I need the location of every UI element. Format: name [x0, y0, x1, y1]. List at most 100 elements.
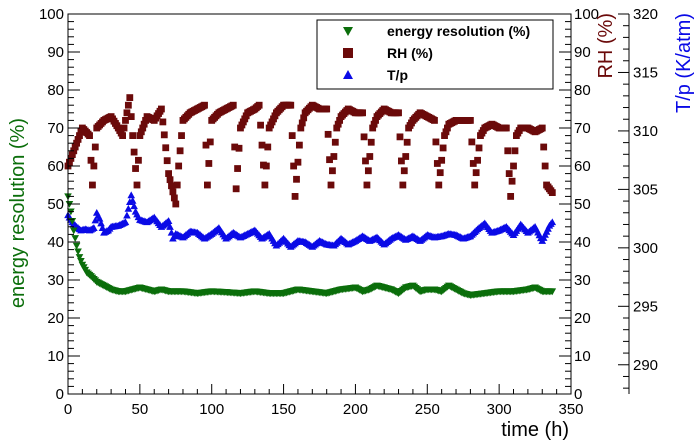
data-point	[291, 193, 299, 200]
data-point	[72, 242, 81, 250]
y-tp-tick-label: 320	[633, 6, 658, 23]
data-point-interp	[166, 223, 174, 230]
y-rh-tick-label: 80	[574, 82, 591, 99]
data-point-interp	[163, 157, 171, 165]
series-layer	[64, 94, 557, 299]
data-point-interp	[505, 170, 513, 177]
data-point-interp	[98, 224, 107, 232]
y-left-tick-label: 50	[47, 196, 64, 213]
data-point-interp	[120, 124, 128, 132]
data-point	[69, 227, 78, 235]
x-tick-label: 50	[132, 401, 149, 418]
series-t-p	[64, 191, 557, 250]
data-point-interp	[403, 138, 411, 146]
data-point	[75, 254, 84, 261]
data-point-interp	[84, 130, 92, 138]
data-point-interp	[257, 121, 264, 129]
data-point-interp	[91, 216, 100, 224]
data-point	[261, 181, 269, 189]
data-point-interp	[439, 144, 447, 152]
x-tick-label: 300	[487, 401, 512, 418]
data-point-interp	[472, 169, 480, 177]
data-point-interp	[432, 138, 440, 146]
data-point-interp	[293, 175, 300, 183]
data-point-interp	[173, 181, 181, 189]
legend-marker-tp	[343, 70, 353, 79]
data-point-interp	[372, 117, 379, 124]
y-tp-tick-label: 310	[633, 123, 658, 140]
data-point-interp	[162, 144, 170, 152]
y-tp-tick-label: 295	[633, 298, 658, 315]
y-rh-tick-label: 40	[574, 234, 591, 251]
data-point-interp	[429, 116, 437, 124]
x-axis-title: time (h)	[501, 419, 569, 441]
data-point-interp	[124, 101, 132, 109]
data-point-interp	[438, 156, 446, 164]
data-point	[204, 181, 211, 189]
data-point-interp	[360, 133, 368, 141]
data-point	[175, 162, 183, 170]
data-point-interp	[127, 113, 135, 120]
x-tick-label: 0	[64, 401, 72, 418]
legend-label-rh: RH (%)	[387, 45, 433, 61]
data-point-interp	[77, 257, 85, 265]
y-tp-tick-label: 300	[633, 240, 658, 257]
data-point-interp	[166, 176, 174, 184]
data-point-interp	[501, 124, 509, 132]
data-point-interp	[178, 132, 185, 139]
data-point-interp	[364, 167, 372, 175]
data-point-interp	[540, 143, 548, 151]
data-point-interp	[87, 156, 95, 164]
data-point	[165, 170, 172, 177]
data-point-interp	[167, 228, 176, 236]
data-point-interp	[330, 153, 338, 160]
data-point	[471, 181, 479, 189]
y-axis-title-tp: T/p (K/atm)	[673, 13, 695, 113]
data-point-interp	[288, 132, 296, 139]
data-point-interp	[541, 162, 549, 170]
data-point-interp	[130, 202, 138, 210]
series-energy-resolution-	[64, 193, 557, 299]
data-point-interp	[205, 160, 213, 167]
data-point-interp	[300, 114, 308, 122]
data-point-interp	[235, 144, 243, 152]
data-point-interp	[436, 169, 444, 177]
data-point-interp	[68, 218, 77, 225]
data-point-interp	[504, 147, 512, 155]
data-point	[89, 181, 96, 189]
data-point-interp	[176, 147, 184, 155]
data-point-interp	[74, 248, 82, 256]
data-point-interp	[294, 158, 302, 166]
data-point-interp	[163, 218, 171, 226]
data-point-interp	[329, 167, 336, 175]
axis-layer: 0 50 100 150 200 250 300 3500102030405060708090…	[39, 6, 658, 418]
data-point-interp	[130, 148, 138, 156]
y-rh-tick-label: 30	[574, 272, 591, 289]
y-rh-tick-label: 20	[574, 310, 591, 327]
data-point	[399, 181, 407, 189]
data-point-interp	[544, 224, 552, 232]
data-point-interp	[366, 153, 374, 160]
legend-marker-energy-resolution	[343, 27, 353, 36]
y-left-tick-label: 10	[47, 348, 64, 365]
y-tp-tick-label: 315	[633, 64, 658, 81]
data-point-interp	[357, 109, 365, 117]
data-point-interp	[547, 187, 555, 195]
data-point-interp	[321, 105, 329, 113]
data-point-interp	[264, 143, 272, 151]
data-point	[232, 185, 240, 193]
data-point	[126, 94, 134, 101]
x-tick-label: 200	[343, 401, 368, 418]
data-point-interp	[285, 101, 293, 109]
y-left-tick-label: 30	[47, 272, 64, 289]
data-point-interp	[295, 141, 303, 149]
data-point-interp	[97, 219, 105, 227]
data-point-interp	[88, 224, 97, 232]
data-point-interp	[71, 235, 79, 242]
data-point-interp	[508, 177, 516, 185]
data-point-interp	[228, 102, 236, 110]
data-point-interp	[468, 138, 476, 146]
y-left-tick-label: 80	[47, 82, 64, 99]
y-left-tick-label: 20	[47, 310, 64, 327]
